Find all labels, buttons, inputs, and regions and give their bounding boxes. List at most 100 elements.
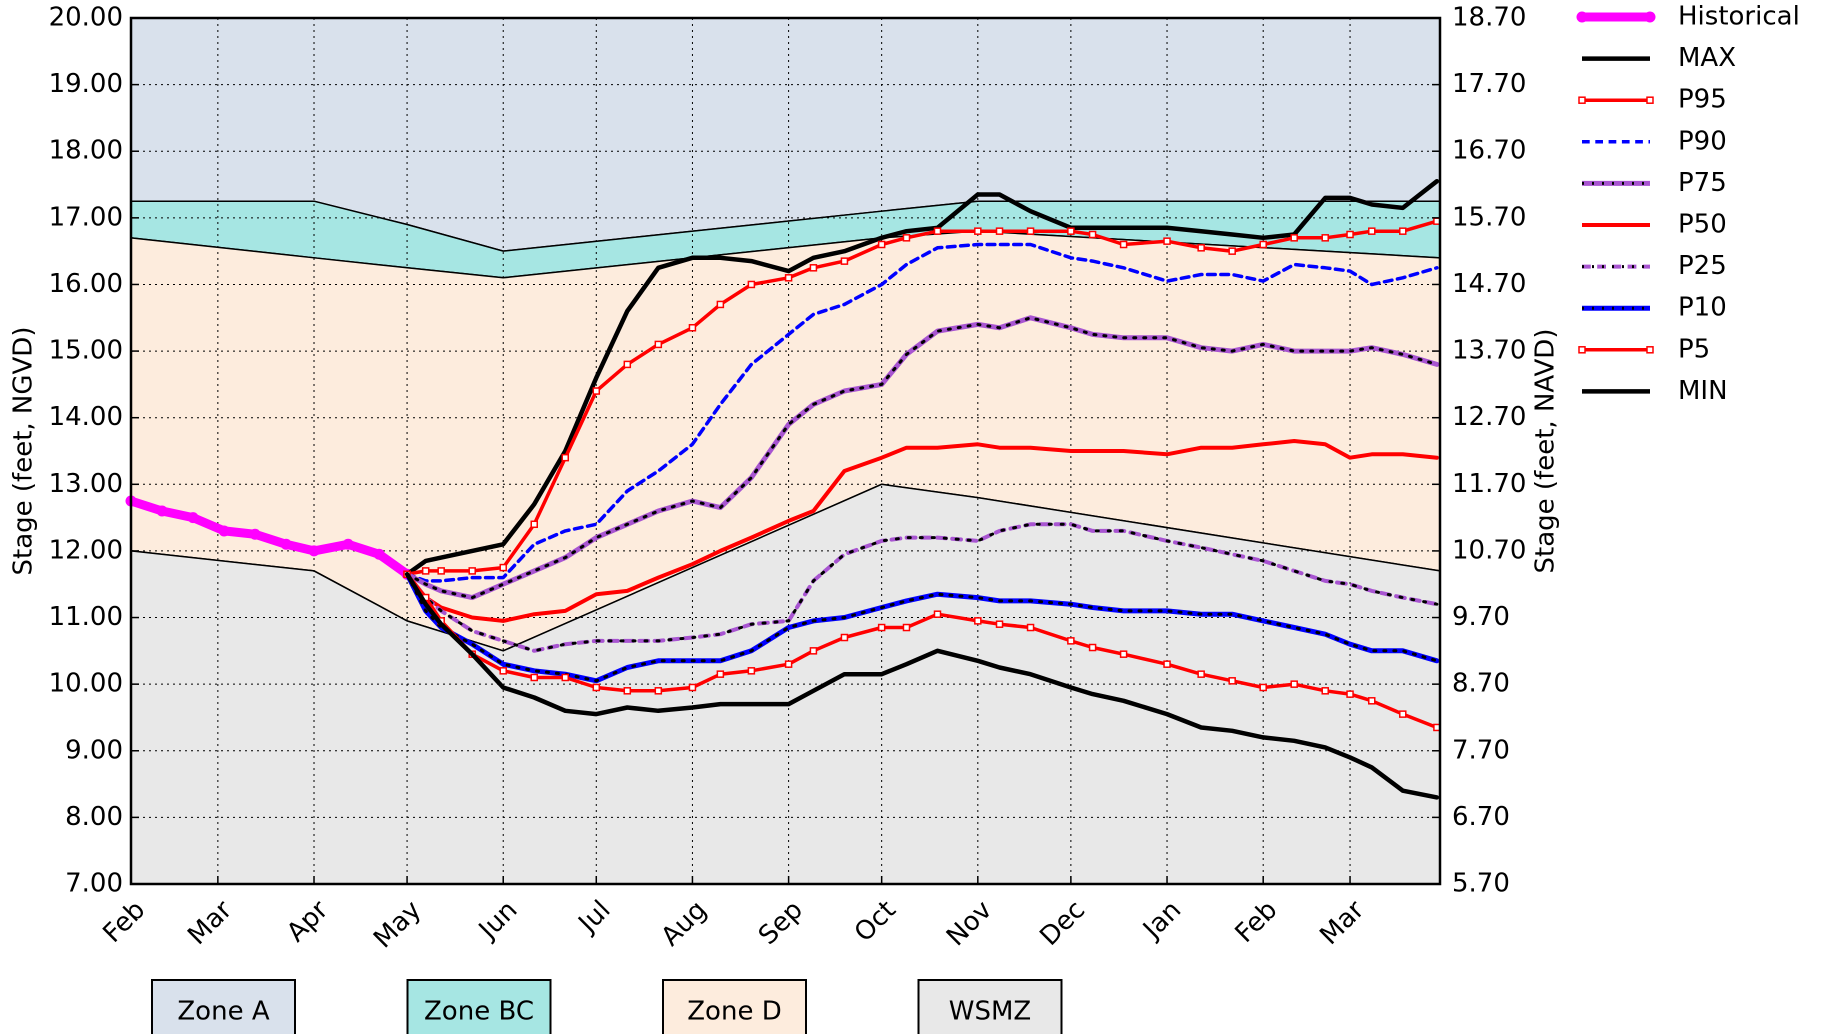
y2-tick-label: 16.70 xyxy=(1452,136,1526,166)
point-marker xyxy=(1228,677,1236,685)
y-tick-label: 9.00 xyxy=(65,735,123,765)
point-marker xyxy=(716,670,725,678)
y2-tick-label: 18.70 xyxy=(1452,3,1526,33)
x-tick-label: Oct xyxy=(849,895,902,948)
point-marker xyxy=(280,538,292,550)
x-tick-label: Dec xyxy=(1034,895,1091,952)
point-marker xyxy=(561,673,570,682)
point-marker xyxy=(1290,680,1298,688)
point-marker xyxy=(1644,11,1656,23)
series-line-accent xyxy=(405,522,1439,653)
y2-tick-label: 11.70 xyxy=(1452,469,1526,499)
point-marker xyxy=(995,227,1004,235)
point-marker xyxy=(995,620,1004,628)
point-marker xyxy=(1067,637,1075,645)
x-tick-label: Feb xyxy=(1230,895,1284,949)
point-marker xyxy=(623,687,632,695)
y2-tick-label: 8.70 xyxy=(1452,669,1510,699)
point-marker xyxy=(933,227,942,235)
x-tick-label: Mar xyxy=(182,895,238,951)
point-marker xyxy=(342,538,354,550)
legend-label: P10 xyxy=(1678,293,1727,323)
point-marker xyxy=(1368,227,1376,235)
y-axis-title: Stage (feet, NGVD) xyxy=(9,327,39,576)
point-marker xyxy=(654,340,663,349)
point-marker xyxy=(1067,227,1075,235)
y-tick-label: 11.00 xyxy=(49,602,123,632)
zone-legend-label: Zone D xyxy=(687,997,781,1027)
series-line xyxy=(405,439,1439,623)
point-marker xyxy=(1163,660,1171,668)
point-marker xyxy=(716,300,725,309)
point-marker xyxy=(1119,240,1128,249)
point-marker xyxy=(1368,697,1376,705)
point-marker xyxy=(1578,346,1586,354)
y2-tick-label: 15.70 xyxy=(1452,202,1526,232)
point-marker xyxy=(1026,623,1035,632)
zone-legend-box xyxy=(662,979,807,1034)
y2-tick-label: 17.70 xyxy=(1452,69,1526,99)
y2-tick-label: 14.70 xyxy=(1452,269,1526,299)
y2-tick-label: 13.70 xyxy=(1452,336,1526,366)
legend-label: P75 xyxy=(1678,168,1727,198)
y2-tick-label: 10.70 xyxy=(1452,535,1526,565)
point-marker xyxy=(1646,346,1654,354)
legend-label: Historical xyxy=(1678,2,1800,32)
y2-tick-label: 5.70 xyxy=(1452,869,1510,899)
point-marker xyxy=(902,234,911,242)
point-marker xyxy=(592,683,601,692)
point-marker xyxy=(809,264,818,272)
point-marker xyxy=(1346,230,1354,239)
y2-tick-label: 12.70 xyxy=(1452,402,1526,432)
legend-label: P90 xyxy=(1678,126,1727,156)
point-marker xyxy=(1228,247,1236,255)
point-marker xyxy=(688,324,697,332)
y-tick-label: 7.00 xyxy=(65,869,123,899)
point-marker xyxy=(1399,710,1407,718)
point-marker xyxy=(1197,670,1205,678)
point-marker xyxy=(877,623,886,632)
y-tick-label: 17.00 xyxy=(49,202,123,232)
x-tick-label: May xyxy=(368,895,427,954)
point-marker xyxy=(688,683,697,692)
y-tick-label: 20.00 xyxy=(49,3,123,33)
point-marker xyxy=(1321,687,1329,695)
point-marker xyxy=(1197,244,1205,252)
zone-legend-label: Zone BC xyxy=(424,997,534,1027)
y-tick-label: 10.00 xyxy=(49,669,123,699)
point-marker xyxy=(218,525,230,537)
y2-tick-label: 6.70 xyxy=(1452,802,1510,832)
x-tick-label: Mar xyxy=(1314,895,1370,951)
zone-legend-label: WSMZ xyxy=(949,997,1031,1027)
zones xyxy=(130,17,1441,885)
point-marker xyxy=(1646,96,1654,104)
series-line xyxy=(404,178,1440,577)
zone-legend-label: Zone A xyxy=(177,997,269,1027)
y-tick-label: 13.00 xyxy=(49,469,123,499)
point-marker xyxy=(784,274,793,282)
point-marker xyxy=(840,633,849,642)
point-marker xyxy=(1321,234,1329,242)
point-marker xyxy=(974,617,982,625)
series-line xyxy=(405,242,1439,583)
x-tick-label: Feb xyxy=(97,895,151,949)
series-line xyxy=(126,496,412,579)
x-tick-label: Apr xyxy=(281,895,334,948)
point-marker xyxy=(421,567,430,575)
legend-label: P95 xyxy=(1678,85,1727,115)
point-marker xyxy=(499,667,507,675)
point-marker xyxy=(561,453,570,462)
plot-frame xyxy=(129,16,1442,886)
x-tick-label: Jun xyxy=(472,895,523,946)
legend-label: P50 xyxy=(1678,210,1727,240)
zone-legend-box xyxy=(406,979,552,1034)
x-tick-label: Aug xyxy=(656,895,713,952)
legend-label: MIN xyxy=(1678,376,1728,406)
point-marker xyxy=(308,545,320,557)
legend-label: P5 xyxy=(1678,334,1710,364)
legend-label: MAX xyxy=(1678,43,1736,73)
point-marker xyxy=(530,520,538,529)
y-tick-label: 18.00 xyxy=(49,136,123,166)
